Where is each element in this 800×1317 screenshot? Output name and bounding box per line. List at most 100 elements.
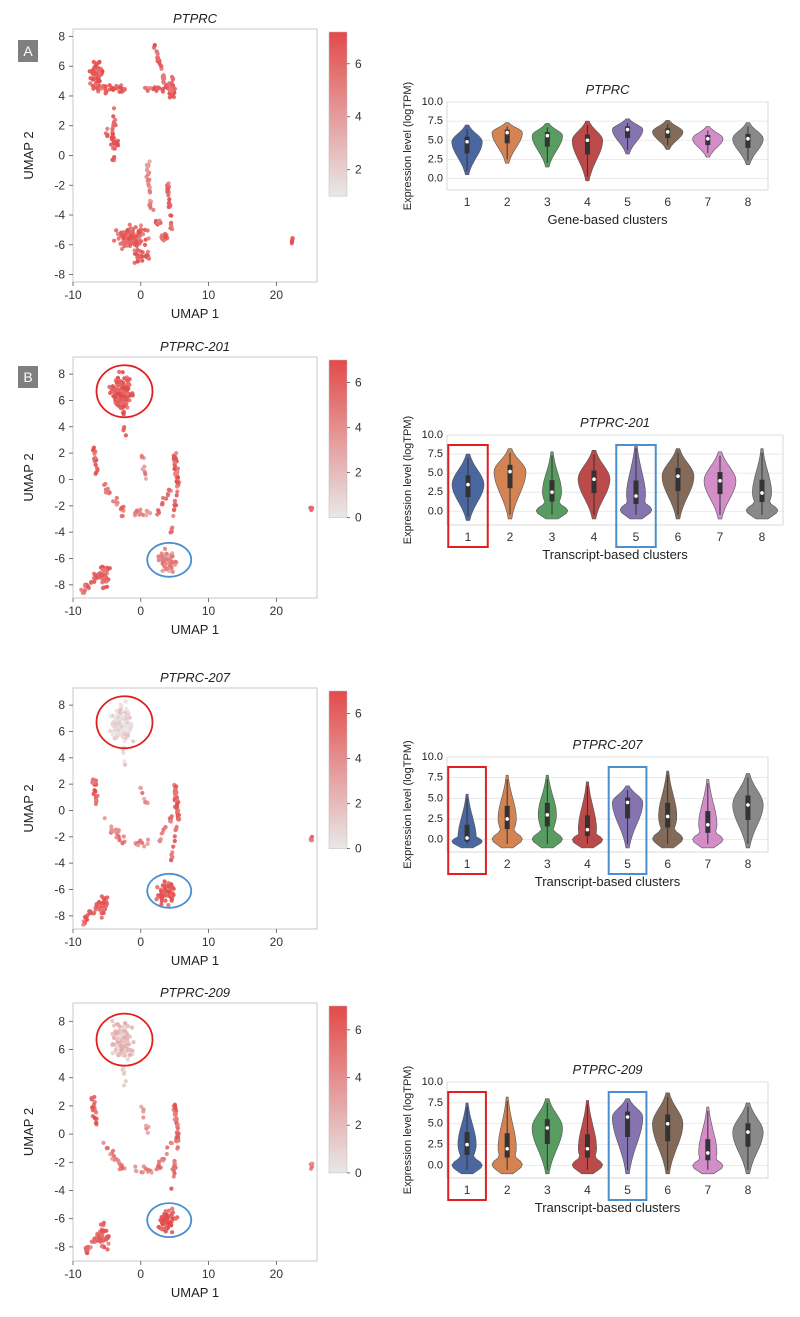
cell-point [175,801,180,806]
cell-point [121,236,126,241]
highlight-box-1 [447,766,487,875]
cell-point [175,475,180,480]
cell-point [121,727,126,732]
cell-point [171,1210,176,1215]
cell-point [141,232,146,237]
cell-point [121,230,126,235]
cell-point [160,895,165,900]
cell-point [137,241,142,246]
cell-point [113,499,118,504]
cell-point [159,64,164,69]
cell-point [144,168,149,173]
x-tick: 10 [202,604,216,618]
cell-point [121,386,126,391]
cell-point [82,914,87,920]
cell-point [97,60,102,65]
cell-point [144,513,149,518]
cell-point [109,827,114,832]
x-tick: -10 [64,1267,82,1281]
y-tick: 5.0 [428,467,443,479]
cell-point [162,75,167,80]
cell-point [141,1164,146,1169]
x-tick: 4 [591,530,598,544]
cell-point [310,506,315,511]
cell-point [146,236,151,241]
violin-median [585,827,590,832]
colorbar [328,1005,348,1174]
cell-point [172,834,177,839]
cell-point [159,898,164,904]
cell-point [123,433,128,438]
cell-point [133,1164,138,1169]
y-tick: 2 [58,777,65,791]
cell-point [107,384,112,389]
cell-point [170,569,175,575]
cell-point [120,397,125,402]
cell-point [175,466,181,471]
cell-point [145,841,150,847]
plot-title: PTPRC-201 [580,415,650,430]
colorbar-tick: 4 [355,1071,362,1085]
cell-point [119,514,124,519]
cell-point [173,828,178,833]
y-tick: 0.0 [428,173,443,185]
cell-point [169,559,174,565]
violin-median [746,803,750,807]
y-tick: 5.0 [428,792,443,804]
highlight-box-1 [447,444,489,548]
violin-median [760,491,764,495]
cell-point [121,1050,126,1055]
cell-point [91,791,96,797]
x-tick: 20 [270,1267,284,1281]
plot-frame [446,101,769,191]
cell-point [142,796,147,802]
y-tick: 2.5 [428,1139,443,1151]
cell-point [114,83,119,88]
cell-point [289,239,295,244]
y-tick: 0 [58,1127,65,1141]
violin-median [746,1130,750,1134]
y-tick: -2 [54,499,65,513]
violin-iqr [584,1134,590,1158]
cell-point [100,585,105,591]
cell-point [93,462,98,467]
cell-point [169,1186,174,1191]
violin-median [465,139,469,144]
cell-point [108,1152,113,1157]
cell-point [120,370,125,375]
cell-point [148,510,153,516]
cell-point [113,117,118,122]
y-tick: -4 [54,1184,65,1198]
cell-point [104,579,109,584]
x-axis-label: Transcript-based clusters [535,1200,681,1215]
x-tick: 10 [202,288,216,302]
violin-median [665,130,670,134]
cell-point [101,906,106,911]
cell-point [171,513,176,519]
violin-iqr [705,811,711,833]
highlight-box-1 [447,1091,487,1201]
cell-point [161,890,166,896]
y-tick: 8 [58,1014,65,1028]
x-tick: 8 [745,1183,752,1197]
cell-point [162,879,167,884]
cell-point [114,1043,120,1048]
x-tick: 0 [137,1267,144,1281]
y-tick: 7.5 [428,1097,443,1109]
cell-point [123,1079,128,1084]
colorbar [328,359,348,518]
cell-point [99,84,104,89]
cell-point [114,735,119,740]
x-tick: 1 [464,195,471,209]
cell-point [163,234,168,239]
x-tick: 4 [584,195,591,209]
x-axis-label: Transcript-based clusters [535,874,681,889]
violin-median [466,482,470,487]
cell-point [105,487,110,492]
cell-point [87,909,92,914]
cell-point [140,1170,145,1175]
x-tick: 2 [504,1183,511,1197]
cell-point [147,189,152,194]
cell-point [116,727,121,732]
cell-point [101,900,106,905]
